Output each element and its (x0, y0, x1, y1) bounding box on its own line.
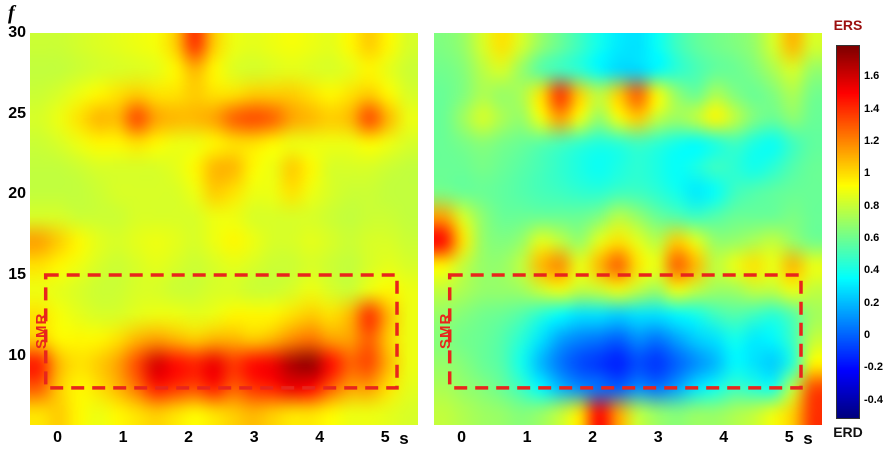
x-tick-label: 2 (588, 429, 598, 446)
x-tick-label: 1 (522, 429, 532, 446)
colorbar (836, 45, 860, 419)
x-tick-label: 5 (380, 429, 390, 446)
y-tick-label: 10 (8, 346, 26, 364)
x-tick-label: 4 (719, 429, 729, 446)
colorbar-tick-label: 1.6 (864, 70, 880, 83)
colorbar-tick-label: 0 (864, 329, 871, 342)
x-tick-label: 2 (184, 429, 194, 446)
x-tick-label: 0 (53, 429, 62, 446)
y-tick-label: 30 (8, 24, 26, 41)
colorbar-tick-label: 0.6 (864, 232, 880, 245)
colorbar-tick-label: 0.8 (864, 199, 880, 212)
x-tick-label: 1 (118, 429, 128, 446)
colorbar-tick-label: 0.2 (864, 296, 880, 309)
colorbar-tick-label: 1.2 (864, 135, 880, 148)
heatmap-canvas-left (30, 33, 418, 425)
x-axis-unit-right: s (803, 429, 813, 448)
x-tick-label: 5 (784, 429, 794, 446)
colorbar-tick-label: 0.4 (864, 264, 880, 277)
x-tick-label: 3 (653, 429, 663, 446)
y-tick-label: 20 (8, 185, 26, 203)
heatmap-panel-left: SMR (30, 33, 418, 425)
heatmap-panel-right: SMR (434, 33, 822, 425)
heatmap-canvas-right (434, 33, 822, 425)
x-tick-label: 0 (457, 429, 466, 446)
colorbar-tick-label: 1 (864, 167, 871, 180)
x-tick-label: 4 (315, 429, 325, 446)
y-tick-label: 15 (8, 265, 26, 283)
y-axis-title: f (8, 2, 15, 24)
x-tick-label: 3 (249, 429, 259, 446)
colorbar-tick-label: -0.2 (864, 361, 883, 374)
colorbar-top-label: ERS (833, 17, 863, 33)
colorbar-tick-label: -0.4 (864, 393, 883, 406)
smr-annotation-right: SMR (437, 313, 454, 350)
colorbar-canvas (837, 46, 859, 418)
x-axis-unit-left: s (399, 429, 409, 448)
colorbar-tick-label: 1.4 (864, 102, 880, 115)
smr-annotation-left: SMR (33, 313, 50, 350)
y-tick-label: 25 (8, 104, 26, 122)
colorbar-bottom-label: ERD (833, 424, 863, 440)
